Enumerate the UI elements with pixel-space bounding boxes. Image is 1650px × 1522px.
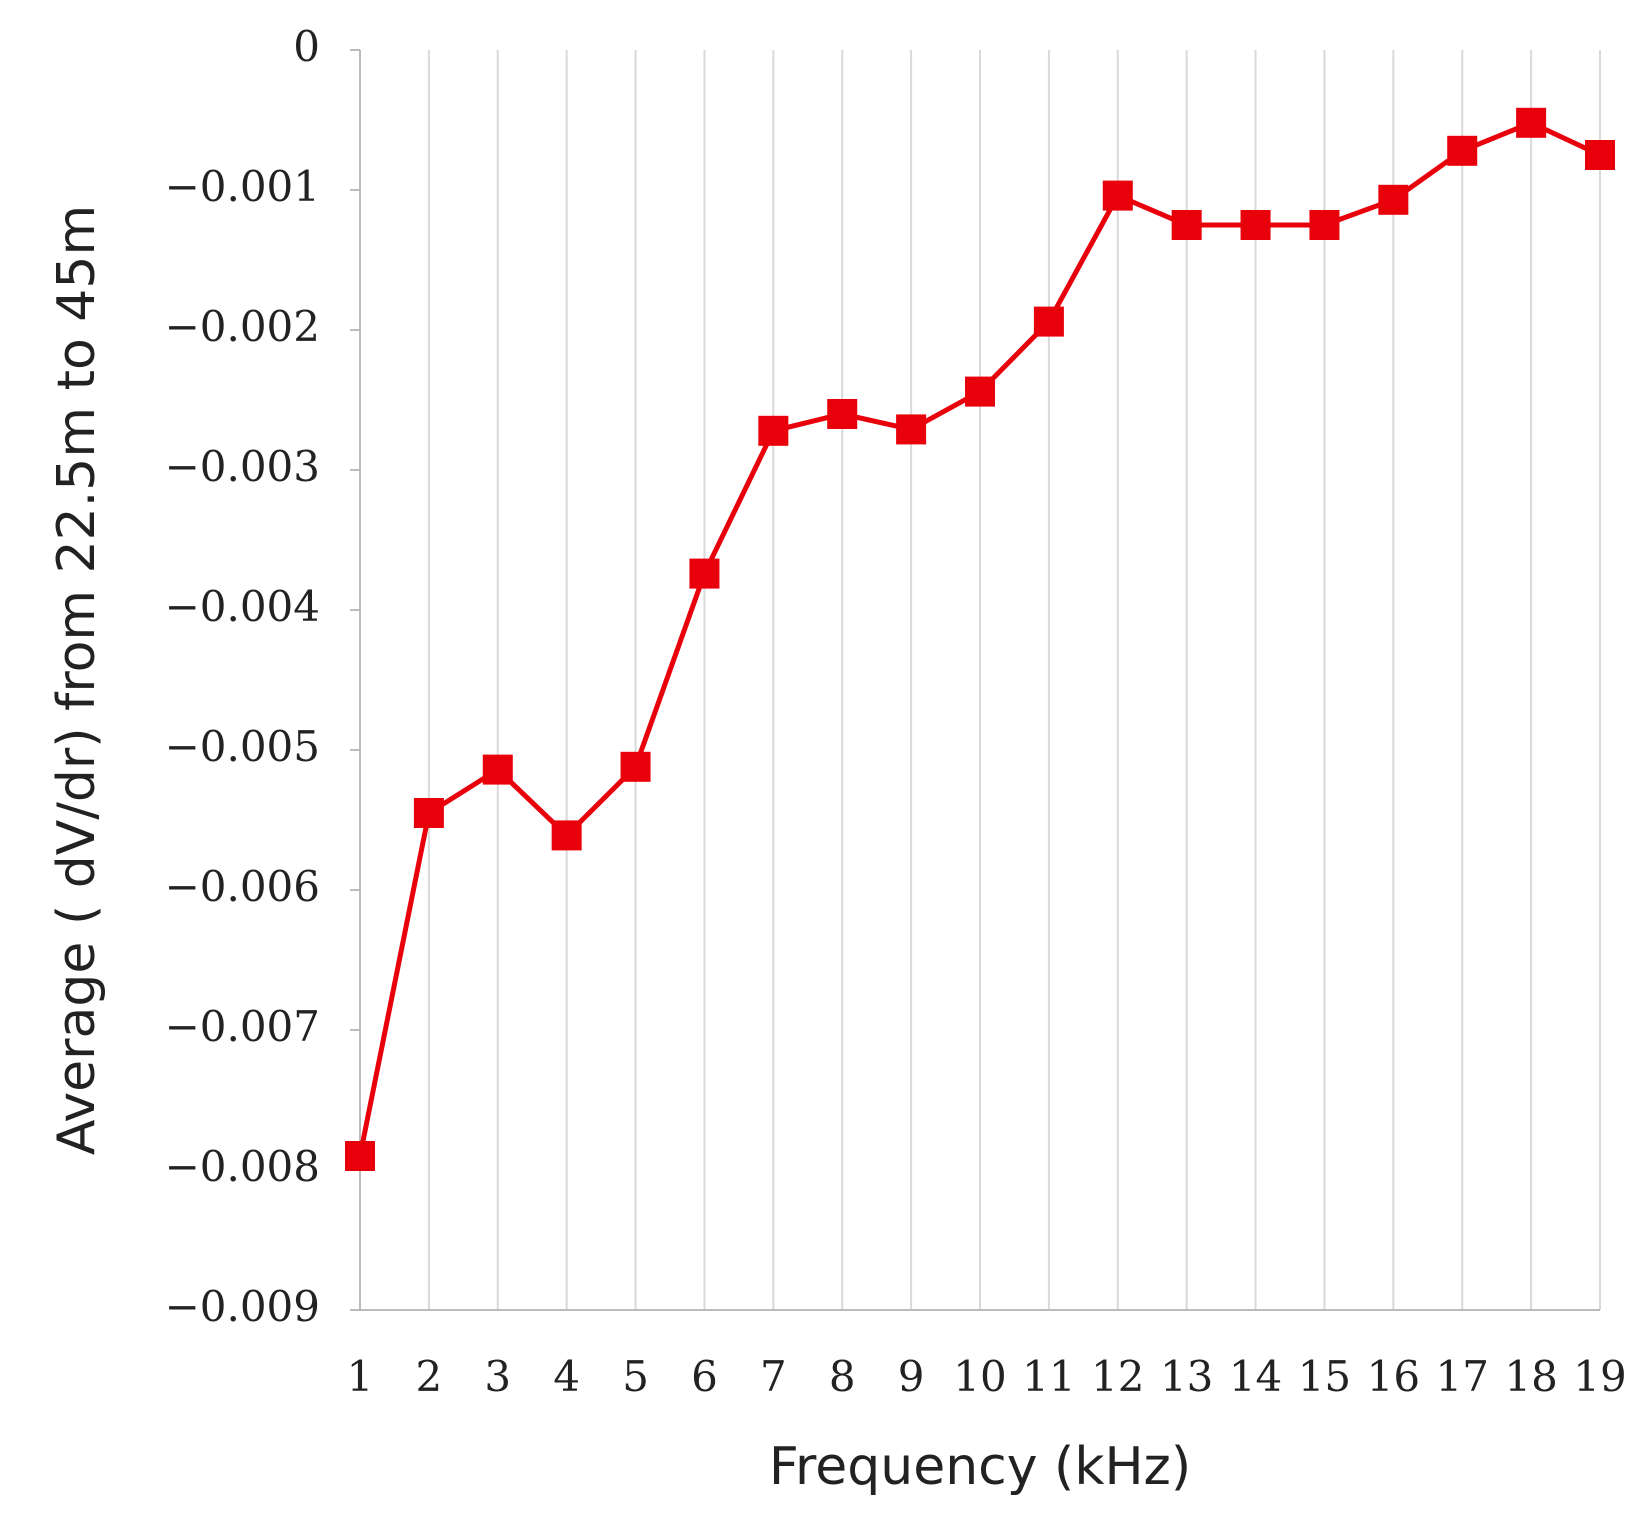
- y-tick-label: −0.001: [165, 162, 320, 211]
- x-tick-label: 17: [1435, 1352, 1488, 1401]
- x-tick-label: 9: [898, 1352, 925, 1401]
- data-point: [758, 415, 789, 446]
- x-tick-label: 2: [416, 1352, 443, 1401]
- x-tick-label: 5: [622, 1352, 649, 1401]
- x-tick-label: 16: [1367, 1352, 1420, 1401]
- data-point: [1378, 184, 1409, 215]
- y-tick-label: −0.004: [165, 582, 320, 631]
- x-tick-label: 15: [1298, 1352, 1351, 1401]
- data-point: [1516, 107, 1547, 138]
- y-tick-label: −0.006: [165, 862, 320, 911]
- y-tick-label: −0.008: [165, 1142, 320, 1191]
- data-point: [689, 558, 720, 589]
- x-tick-label: 19: [1573, 1352, 1626, 1401]
- data-point: [827, 399, 858, 429]
- x-tick-label: 14: [1229, 1352, 1282, 1401]
- x-tick-label: 7: [760, 1352, 787, 1401]
- data-point: [1585, 140, 1615, 170]
- data-point: [413, 798, 444, 828]
- x-tick-label: 11: [1022, 1352, 1075, 1401]
- y-tick-label: −0.003: [165, 442, 320, 491]
- x-tick-label: 8: [829, 1352, 856, 1401]
- x-tick-label: 13: [1160, 1352, 1213, 1401]
- x-tick-label: 6: [691, 1352, 718, 1401]
- y-tick-label: −0.002: [165, 302, 320, 351]
- data-point: [1033, 306, 1064, 337]
- data-point: [1447, 135, 1478, 166]
- y-tick-label: −0.005: [165, 722, 320, 771]
- x-tick-label: 3: [484, 1352, 511, 1401]
- x-tick-label: 12: [1091, 1352, 1144, 1401]
- data-point: [482, 754, 513, 785]
- x-tick-label: 18: [1504, 1352, 1557, 1401]
- x-tick-label: 4: [553, 1352, 580, 1401]
- data-point: [1102, 180, 1133, 211]
- y-tick-label: 0: [293, 22, 320, 71]
- data-point: [1171, 210, 1202, 240]
- x-axis-title: Frequency (kHz): [769, 1437, 1191, 1497]
- data-point: [551, 820, 582, 851]
- y-tick-label: −0.009: [165, 1282, 320, 1331]
- data-point: [1309, 210, 1340, 240]
- data-point: [1240, 210, 1271, 240]
- y-tick-label: −0.007: [165, 1002, 320, 1051]
- data-point: [345, 1141, 375, 1171]
- y-axis-title: Average ( dV/dr) from 22.5m to 45m: [47, 205, 107, 1155]
- data-point: [620, 751, 651, 782]
- x-tick-label: 10: [953, 1352, 1006, 1401]
- x-tick-label: 1: [347, 1352, 374, 1401]
- data-point: [965, 376, 995, 407]
- data-point: [896, 414, 927, 445]
